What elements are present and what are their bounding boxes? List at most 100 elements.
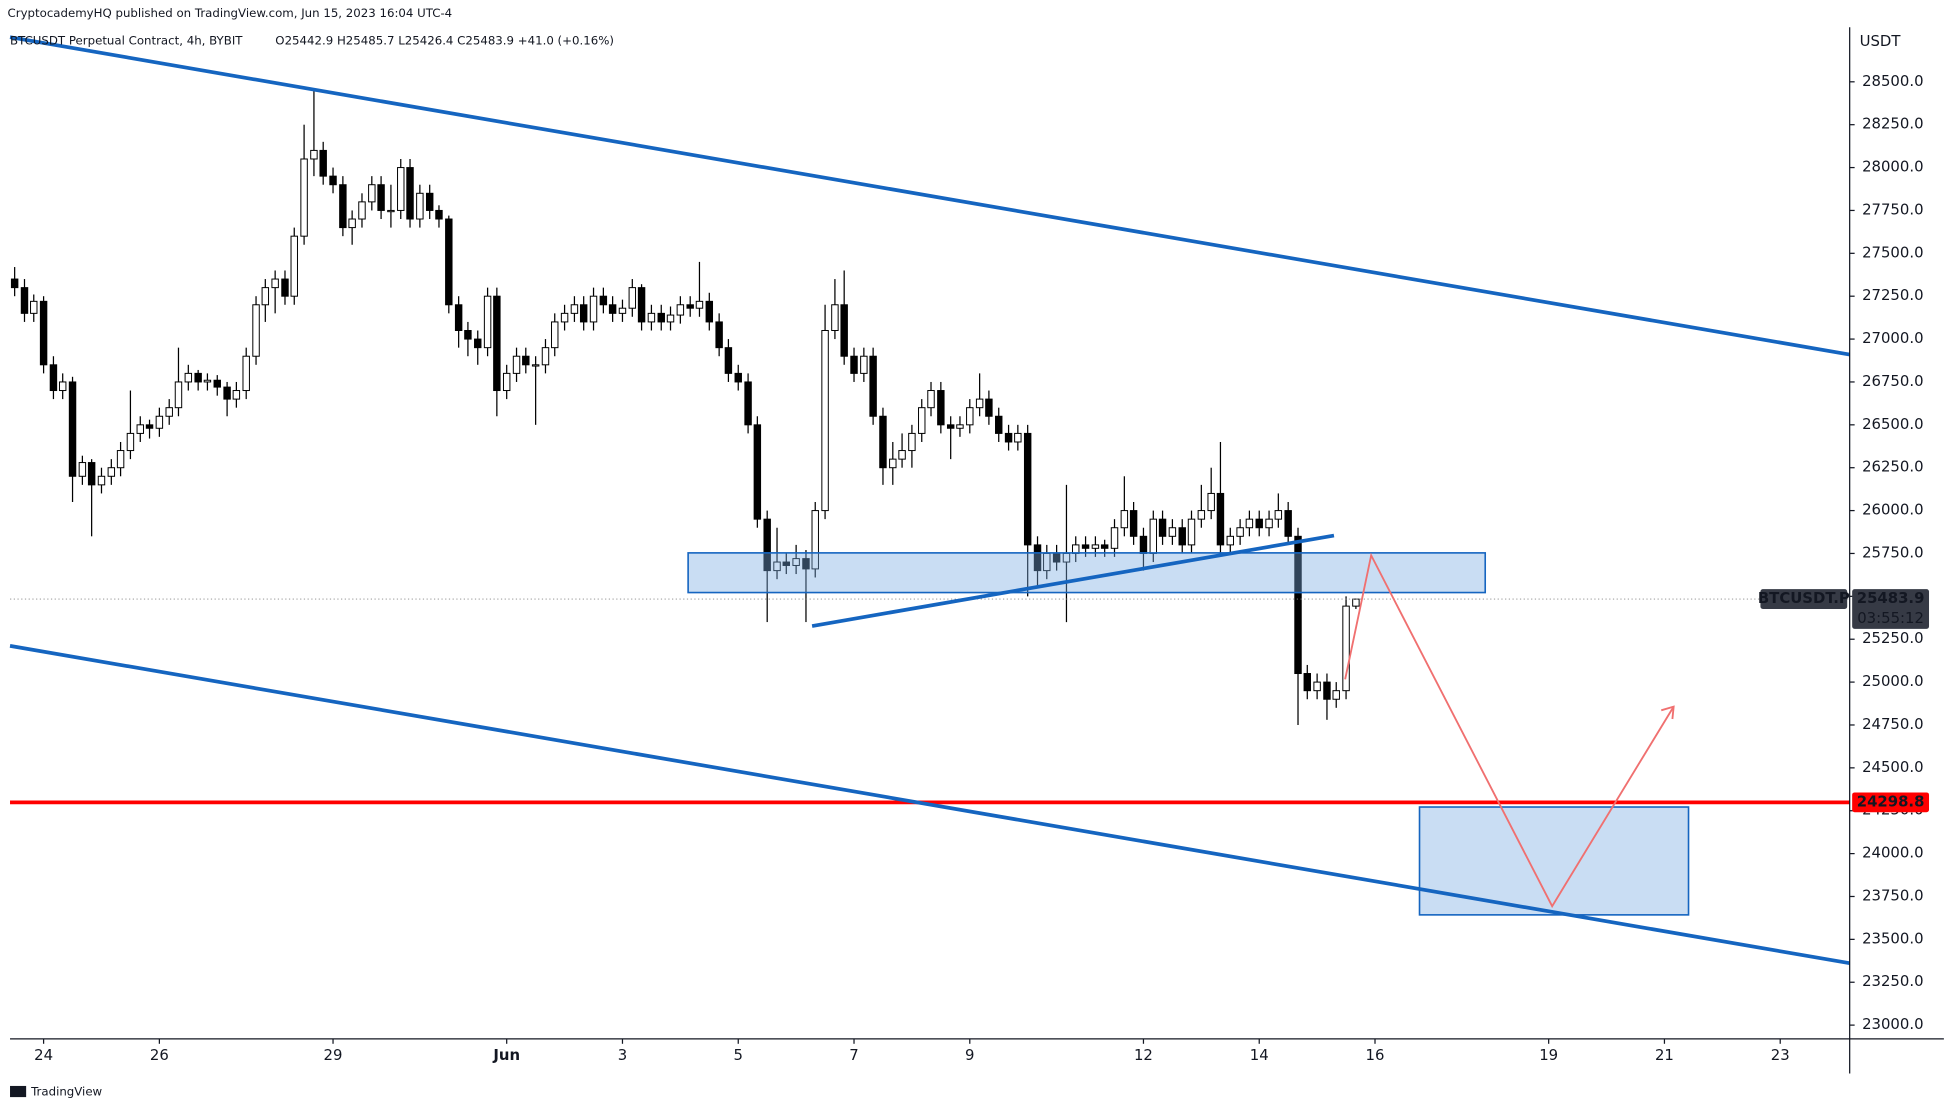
candle-body bbox=[1226, 535, 1235, 546]
candle-body bbox=[387, 209, 395, 213]
candle-body bbox=[68, 381, 77, 477]
x-tick-label: Jun bbox=[492, 1046, 520, 1064]
candle-body bbox=[1342, 605, 1350, 692]
candle-body bbox=[1158, 518, 1167, 537]
candle-body bbox=[425, 192, 434, 211]
y-tick-label: 23750.0 bbox=[1862, 886, 1923, 904]
candle-body bbox=[1265, 518, 1273, 529]
channel-lower bbox=[9, 644, 1850, 966]
y-tick-label: 26750.0 bbox=[1862, 372, 1923, 390]
candle-body bbox=[1245, 518, 1254, 529]
candle-body bbox=[715, 321, 723, 349]
candle-body bbox=[165, 407, 173, 417]
candle-body bbox=[773, 561, 781, 572]
currency-label: USDT bbox=[1860, 32, 1902, 50]
candle-body bbox=[78, 462, 87, 477]
candle-body bbox=[850, 355, 858, 374]
candle-body bbox=[724, 347, 733, 374]
candle-body bbox=[1110, 527, 1119, 549]
candle-body bbox=[271, 278, 279, 289]
x-tick-label: 9 bbox=[965, 1046, 974, 1064]
candle-body bbox=[145, 424, 154, 429]
candle-body bbox=[811, 510, 819, 570]
candle-body bbox=[502, 372, 511, 392]
candle-body bbox=[647, 312, 656, 323]
candle-body bbox=[869, 355, 877, 417]
footer: TradingView bbox=[30, 1085, 102, 1099]
x-tick-label: 24 bbox=[34, 1046, 53, 1064]
x-tick-label: 12 bbox=[1134, 1046, 1153, 1064]
x-tick-label: 5 bbox=[734, 1046, 743, 1064]
x-tick-label: 21 bbox=[1655, 1046, 1674, 1064]
candle-body bbox=[879, 415, 887, 469]
candle-body bbox=[483, 295, 492, 349]
candle-body bbox=[782, 561, 791, 566]
candle-body bbox=[531, 364, 540, 367]
candle-body bbox=[1332, 690, 1340, 700]
candle-body bbox=[397, 167, 405, 211]
y-tick-label: 28500.0 bbox=[1862, 72, 1923, 90]
candle-body bbox=[821, 330, 829, 512]
candle-body bbox=[155, 415, 164, 429]
candle-body bbox=[840, 304, 848, 357]
candle-body bbox=[995, 415, 1003, 434]
candle-body bbox=[290, 235, 298, 297]
candle-body bbox=[435, 209, 443, 220]
candle-body bbox=[937, 390, 945, 426]
y-tick-label: 25250.0 bbox=[1862, 629, 1923, 647]
candle-body bbox=[358, 201, 366, 220]
x-tick-label: 26 bbox=[150, 1046, 169, 1064]
y-tick-label: 28250.0 bbox=[1862, 115, 1923, 133]
y-tick-label: 25750.0 bbox=[1862, 543, 1923, 561]
candle-body bbox=[1168, 527, 1177, 537]
candle-body bbox=[58, 381, 67, 392]
candle-body bbox=[223, 386, 231, 400]
candle-body bbox=[734, 372, 742, 383]
candle-body bbox=[474, 338, 482, 349]
candle-body bbox=[116, 450, 125, 469]
candle-body bbox=[300, 158, 308, 237]
candle-body bbox=[319, 149, 327, 177]
candle-body bbox=[377, 184, 385, 211]
candle-body bbox=[242, 355, 250, 392]
candle-body bbox=[686, 304, 694, 309]
y-tick-label: 23000.0 bbox=[1862, 1015, 1923, 1033]
candle-body bbox=[1274, 510, 1283, 520]
resistance-zone bbox=[687, 552, 1487, 594]
logo bbox=[10, 1085, 27, 1098]
candle-body bbox=[464, 330, 472, 340]
candle-body bbox=[1284, 510, 1292, 537]
candle-body bbox=[1294, 535, 1302, 675]
candle-body bbox=[541, 347, 550, 366]
candle-body bbox=[1323, 681, 1331, 700]
countdown: 03:55:12 bbox=[1857, 609, 1924, 627]
candle-body bbox=[1352, 598, 1360, 607]
level-tag: 24298.8 bbox=[1857, 792, 1925, 810]
y-tick-label: 25000.0 bbox=[1862, 672, 1923, 690]
candle-body bbox=[628, 287, 637, 309]
candle-body bbox=[232, 390, 241, 400]
candle-body bbox=[1023, 432, 1032, 546]
candle-body bbox=[927, 390, 935, 409]
symbol-legend: BTCUSDT Perpetual Contract, 4h, BYBIT bbox=[10, 33, 243, 47]
candle-body bbox=[261, 287, 270, 306]
candle-body bbox=[705, 300, 714, 323]
candle-body bbox=[348, 218, 356, 229]
candle-body bbox=[975, 398, 984, 409]
candle-body bbox=[1255, 518, 1263, 529]
candle-body bbox=[918, 407, 926, 434]
candle-body bbox=[281, 278, 289, 297]
candle-body bbox=[551, 321, 559, 349]
candle-body bbox=[184, 372, 193, 383]
candle-body bbox=[860, 355, 868, 374]
projection-path bbox=[1344, 552, 1675, 909]
level-tag-box bbox=[1852, 792, 1930, 813]
candle-body bbox=[1081, 544, 1090, 549]
candle-body bbox=[49, 364, 58, 392]
candle-body bbox=[589, 295, 598, 323]
candle-body bbox=[1139, 535, 1148, 554]
candle-body bbox=[1129, 510, 1138, 537]
candle-body bbox=[30, 300, 38, 314]
x-tick-label: 29 bbox=[324, 1046, 343, 1064]
